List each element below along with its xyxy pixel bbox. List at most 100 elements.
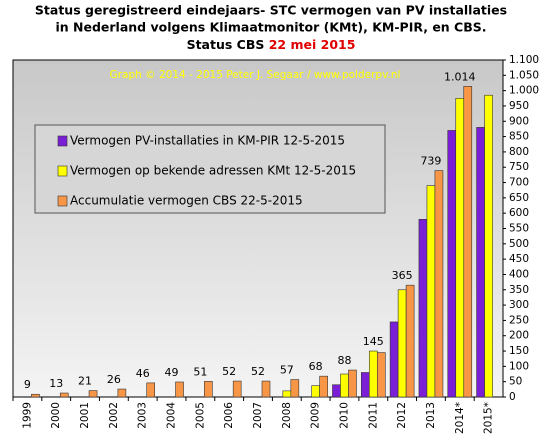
y-tick-label: 650 xyxy=(509,192,529,204)
x-tick-label: 2015* xyxy=(483,402,495,434)
bar xyxy=(282,390,292,398)
y-tick-label: 750 xyxy=(509,161,529,173)
bar xyxy=(31,393,40,398)
bar xyxy=(476,127,485,398)
bar xyxy=(348,369,357,398)
bar xyxy=(311,385,320,398)
bar xyxy=(376,352,386,398)
legend-swatch xyxy=(57,165,68,177)
x-tick-label: 2012 xyxy=(396,402,408,429)
x-tick-label: 2001 xyxy=(79,402,91,429)
data-label: 21 xyxy=(78,375,92,388)
bar xyxy=(261,380,271,398)
x-tick-label: 2006 xyxy=(223,402,235,429)
x-tick-label: 2007 xyxy=(252,402,264,429)
bar xyxy=(340,373,349,398)
bar xyxy=(368,350,378,398)
data-label: 51 xyxy=(193,365,207,378)
y-tick-label: 400 xyxy=(509,268,529,280)
y-tick-label: 700 xyxy=(509,177,529,189)
bar xyxy=(389,321,399,398)
y-tick-label: 500 xyxy=(509,238,529,250)
bar xyxy=(117,388,127,398)
x-tick-label: 2009 xyxy=(310,402,322,429)
y-tick-label: 300 xyxy=(509,299,529,311)
x-tick-label: 2004 xyxy=(166,402,178,429)
x-tick-label: 2002 xyxy=(108,402,120,429)
data-label: 13 xyxy=(49,377,63,390)
bar xyxy=(175,381,184,398)
bar xyxy=(426,185,436,398)
data-label: 365 xyxy=(392,269,413,282)
bar xyxy=(434,170,444,398)
x-tick-label: 2011 xyxy=(367,402,379,429)
data-label: 52 xyxy=(251,365,265,378)
data-label: 145 xyxy=(363,335,384,348)
chart-title: in Nederland volgens Klimaatmonitor (KMt… xyxy=(55,20,486,35)
title-date: 22 mei 2015 xyxy=(269,37,356,52)
legend-swatch xyxy=(57,135,68,147)
x-tick-label: 2000 xyxy=(50,402,62,429)
bar xyxy=(484,94,493,398)
y-tick-label: 800 xyxy=(509,146,529,158)
title-part: Status CBS xyxy=(187,37,265,52)
bar xyxy=(447,130,457,398)
data-label: 9 xyxy=(24,378,31,391)
y-tick-label: 1.100 xyxy=(509,54,539,66)
data-label: 68 xyxy=(309,360,323,373)
y-tick-label: 550 xyxy=(509,223,529,235)
x-tick-label: 2005 xyxy=(194,402,206,429)
legend-swatch xyxy=(57,195,68,207)
bar xyxy=(319,375,328,398)
x-tick-label: 2014* xyxy=(454,402,466,434)
data-label: 52 xyxy=(222,365,236,378)
y-tick-label: 200 xyxy=(509,330,529,342)
bar xyxy=(146,382,156,398)
data-label: 49 xyxy=(165,366,179,379)
bar xyxy=(204,381,213,398)
bar xyxy=(290,379,300,398)
data-label: 26 xyxy=(107,373,121,386)
y-tick-label: 250 xyxy=(509,314,529,326)
legend-box xyxy=(34,124,386,214)
y-tick-label: 150 xyxy=(509,345,529,357)
bar xyxy=(405,284,415,398)
y-tick-label: 950 xyxy=(509,100,529,112)
y-tick-label: 0 xyxy=(509,391,516,403)
legend-label: Vermogen op bekende adressen KMt 12-5-20… xyxy=(70,164,356,178)
x-tick-label: 2003 xyxy=(137,402,149,429)
chart-title: Status geregistreerd eindejaars- STC ver… xyxy=(35,3,507,18)
bar xyxy=(59,392,69,398)
bar xyxy=(232,380,242,398)
data-label: 57 xyxy=(280,364,294,377)
x-tick-label: 2013 xyxy=(425,402,437,429)
data-label: 46 xyxy=(136,367,150,380)
chart-title: Status CBS 22 mei 2015 xyxy=(187,37,356,52)
y-tick-label: 1.050 xyxy=(509,69,539,81)
subtitle: Graph © 2014 - 2015 Peter J. Segaar / ww… xyxy=(110,69,401,81)
legend-label: Vermogen PV-installaties in KM-PIR 12-5-… xyxy=(70,134,345,148)
bar xyxy=(397,289,407,398)
y-tick-label: 900 xyxy=(509,115,529,127)
y-tick-label: 350 xyxy=(509,284,529,296)
y-tick-label: 1.000 xyxy=(509,85,539,97)
bar xyxy=(360,372,370,398)
x-tick-label: 2008 xyxy=(281,402,293,429)
bar xyxy=(88,390,98,398)
data-label: 1.014 xyxy=(444,70,476,83)
bar xyxy=(332,384,341,398)
x-tick-label: 1999 xyxy=(21,402,33,429)
bar xyxy=(455,97,465,398)
y-tick-label: 850 xyxy=(509,131,529,143)
y-tick-label: 600 xyxy=(509,207,529,219)
bar xyxy=(418,219,428,398)
data-label: 739 xyxy=(420,155,441,168)
y-tick-label: 50 xyxy=(509,376,522,388)
y-tick-label: 100 xyxy=(509,360,529,372)
data-label: 88 xyxy=(337,354,351,367)
x-tick-label: 2010 xyxy=(338,402,350,429)
y-tick-label: 450 xyxy=(509,253,529,265)
bar xyxy=(463,86,473,398)
